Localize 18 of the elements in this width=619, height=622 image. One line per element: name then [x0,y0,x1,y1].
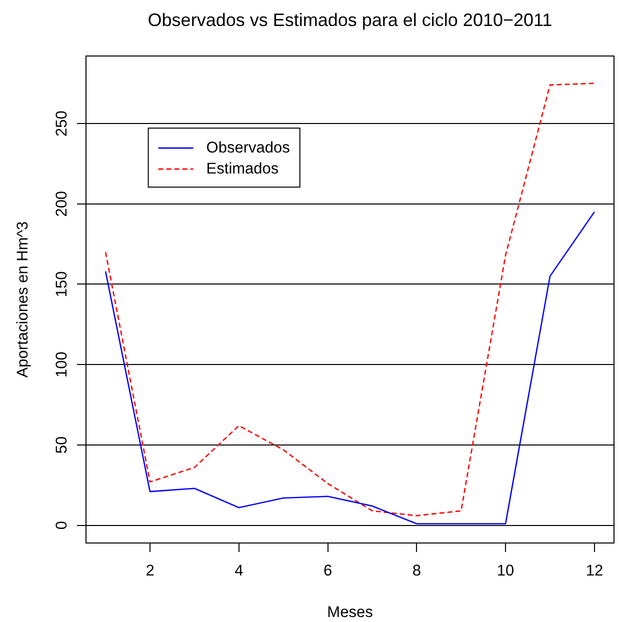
y-tick-label: 250 [53,110,70,136]
x-tick-label: 10 [496,562,515,580]
y-tick-label: 50 [53,436,70,454]
legend-label: Estimados [206,160,279,178]
x-tick-label: 4 [234,562,244,580]
y-tick-label: 150 [53,270,70,298]
y-tick-label: 200 [53,190,70,217]
y-tick-label: 100 [53,351,70,378]
y-axis-title: Aportaciones en Hm^3 [14,221,32,378]
x-tick-label: 6 [323,562,332,580]
x-tick-label: 8 [412,562,421,580]
x-tick-label: 2 [146,562,154,580]
x-axis-title: Meses [327,604,374,621]
chart-title: Observados vs Estimados para el ciclo 2010−2011 [148,10,552,30]
line-series [104,82,596,516]
x-tick-label: 12 [586,562,604,580]
legend-label: Observados [206,139,290,156]
y-tick-label: 0 [53,520,70,530]
